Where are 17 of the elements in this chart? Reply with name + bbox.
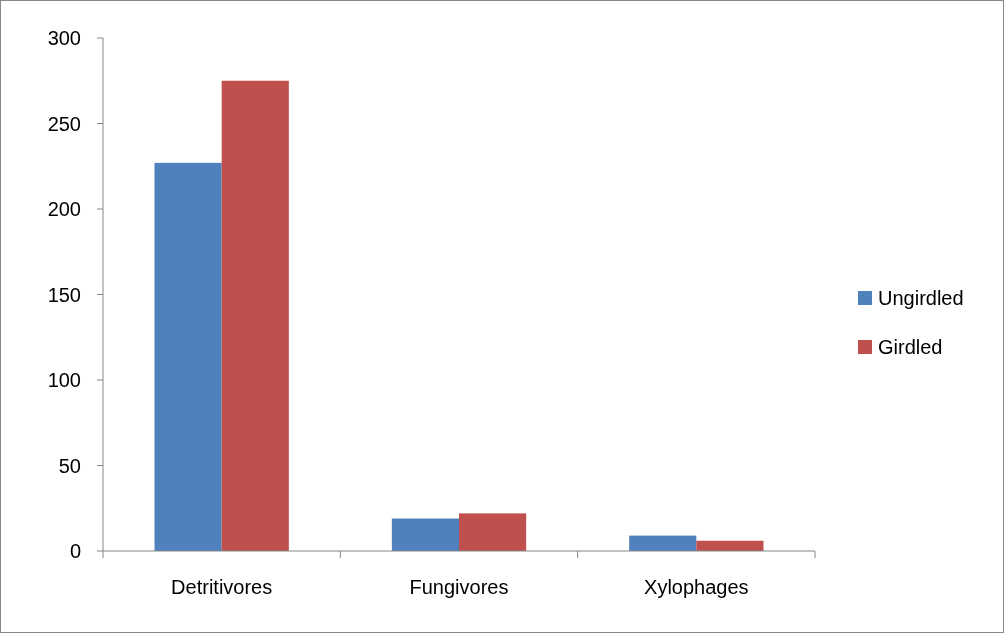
y-tick-label: 150 [47,283,81,306]
legend-label: Ungirdled [878,287,964,309]
x-tick-label: Fungivores [409,576,509,598]
bar [154,162,222,551]
x-tick-label: Detritivores [171,576,273,598]
bar [391,518,459,551]
y-tick-label: 300 [47,27,81,49]
y-tick-label: 0 [69,540,81,562]
y-tick-label: 200 [47,198,81,220]
y-tick-label: 250 [47,112,81,135]
bar [459,513,527,551]
y-tick-label: 100 [47,369,81,391]
bar [221,80,289,551]
y-tick-label: 50 [58,454,81,477]
bar [629,535,697,551]
legend-label: Girdled [878,336,943,358]
x-tick-label: Xylophages [644,576,749,598]
